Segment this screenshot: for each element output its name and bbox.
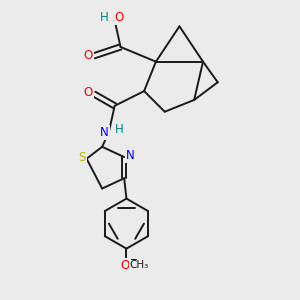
Text: N: N [100,126,109,139]
Text: O: O [83,86,93,99]
Text: N: N [126,149,134,162]
Text: O: O [115,11,124,24]
Text: CH₃: CH₃ [129,260,148,270]
Text: O: O [120,259,130,272]
Text: H: H [115,123,124,136]
Text: S: S [79,151,86,164]
Text: H: H [100,11,109,24]
Text: O: O [83,49,93,62]
